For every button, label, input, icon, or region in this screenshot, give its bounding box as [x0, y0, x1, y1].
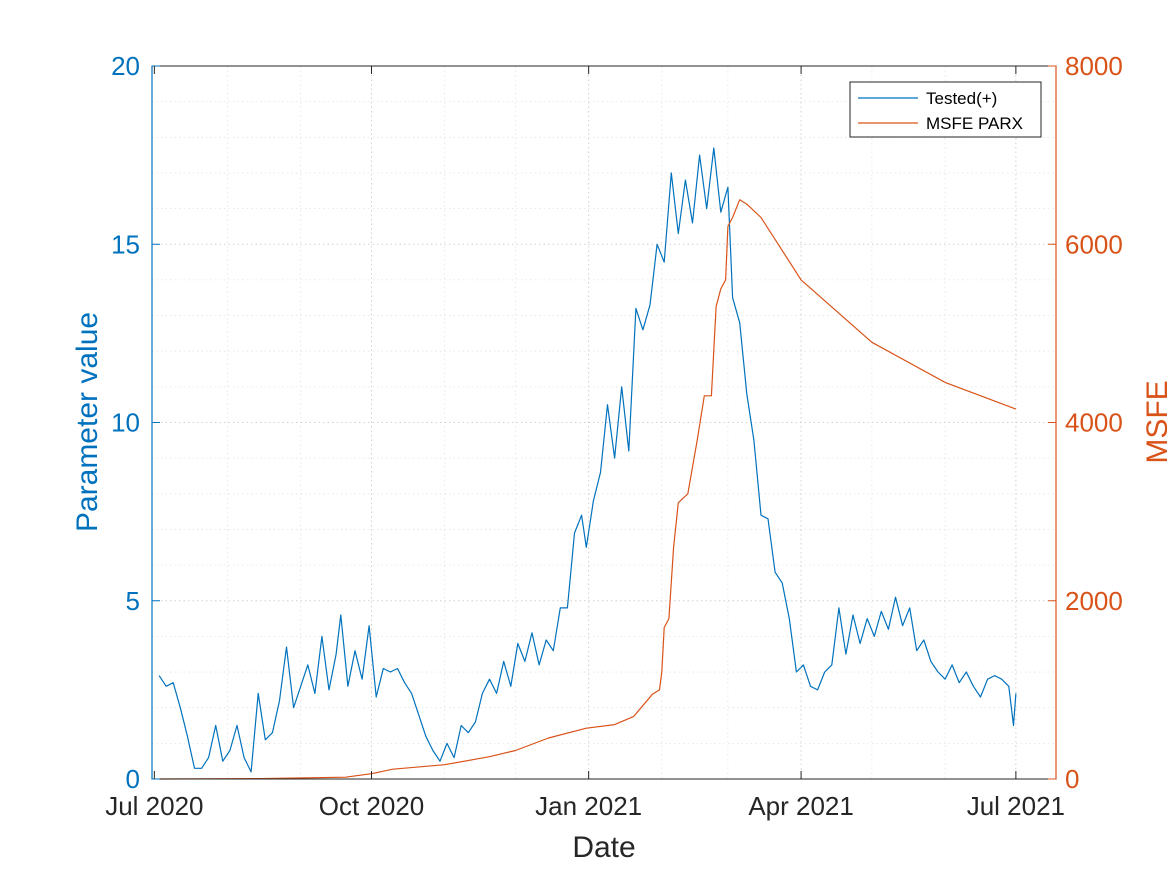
x-axis-label: Date: [572, 831, 635, 864]
x-tick-label: Jul 2020: [105, 791, 203, 821]
legend: Tested(+) MSFE PARX: [849, 81, 1042, 138]
left-y-tick-label: 10: [111, 408, 140, 438]
major-grid: [152, 66, 1056, 779]
right-y-axis-label: MSFE: [1141, 380, 1167, 463]
legend-box: [849, 81, 1042, 138]
x-tick-label: Apr 2021: [748, 791, 854, 821]
right-y-tick-label: 6000: [1065, 229, 1123, 259]
right-y-tick-label: 8000: [1065, 51, 1123, 81]
series-layer: [158, 147, 1017, 780]
right-y-tick-label: 2000: [1065, 586, 1123, 616]
x-tick-label: Jan 2021: [535, 791, 642, 821]
x-tick-label: Oct 2020: [319, 791, 425, 821]
x-tick-label: Jul 2021: [967, 791, 1065, 821]
series-line-msfe-parx: [159, 199, 1017, 780]
ticks-layer: 0 5 10 15 20 0 2000 4000 6000 8000 Jul 2020 Oct 202…: [105, 51, 1123, 821]
legend-label-msfe: MSFE PARX: [926, 114, 1023, 133]
right-y-tick-label: 0: [1065, 764, 1079, 794]
legend-label-tested: Tested(+): [926, 89, 997, 108]
left-y-tick-label: 15: [111, 229, 140, 259]
left-y-tick-label: 5: [126, 586, 140, 616]
right-y-tick-label: 4000: [1065, 408, 1123, 438]
series-line-tested: [158, 147, 1017, 773]
plot-background: [152, 66, 1056, 779]
left-y-tick-label: 0: [126, 764, 140, 794]
left-y-tick-label: 20: [111, 51, 140, 81]
left-y-axis-label: Parameter value: [71, 312, 104, 532]
